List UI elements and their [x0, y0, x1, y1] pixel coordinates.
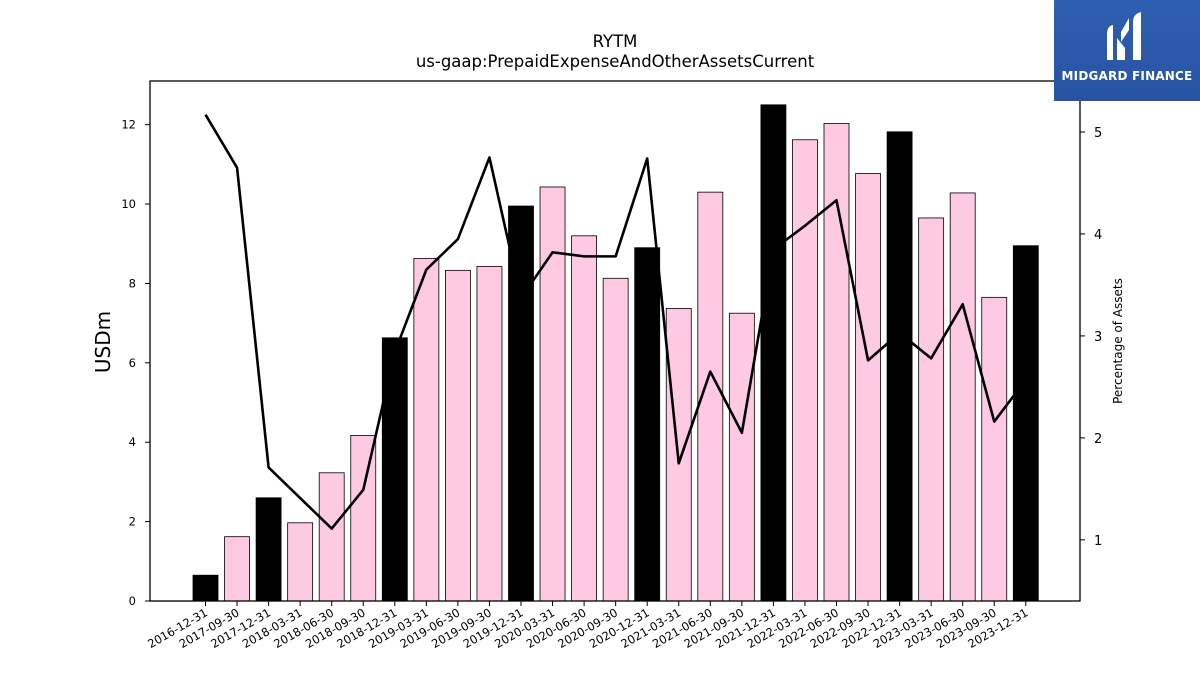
bar: [823, 123, 850, 602]
bar: [602, 277, 629, 602]
y2-tick-label: 3: [1094, 330, 1102, 345]
y2-axis-label: Percentage of Assets: [1111, 278, 1125, 404]
bar: [949, 192, 976, 602]
bar: [792, 139, 818, 602]
bar: [444, 269, 471, 602]
bar: [571, 235, 597, 602]
y2-tick-label: 2: [1094, 432, 1102, 447]
bar: [981, 296, 1008, 602]
midgard-logo-icon: [1107, 12, 1141, 60]
bar: [539, 186, 566, 602]
y-tick-label: 8: [129, 276, 136, 290]
line-layer: [204, 113, 1027, 530]
bar: [224, 536, 250, 602]
y-tick-label: 12: [121, 118, 136, 132]
bar: [508, 205, 534, 602]
bar: [886, 131, 913, 602]
y-tick-label: 10: [121, 197, 136, 211]
y2-tick-label: 1: [1094, 534, 1102, 549]
bar: [855, 173, 881, 602]
plot-frame: [149, 80, 1081, 602]
logo-text: MIDGARD FINANCE: [1061, 69, 1193, 83]
bar: [255, 497, 282, 602]
bar: [350, 435, 377, 602]
chart-title: RYTM: [592, 32, 638, 51]
y-tick-label: 2: [129, 515, 136, 529]
y-axis-label: USDm: [91, 311, 115, 373]
y-tick-label: 0: [129, 594, 136, 608]
bar: [318, 472, 345, 602]
bars-layer: [192, 104, 1039, 602]
bar: [728, 312, 755, 602]
y2-tick-label: 4: [1094, 228, 1102, 243]
logo[interactable]: MIDGARD FINANCE: [1054, 0, 1200, 101]
bar: [918, 217, 945, 602]
y-tick-label: 6: [129, 356, 136, 370]
line-series-percentage: [204, 113, 1027, 530]
bar: [476, 265, 503, 602]
bar: [634, 247, 661, 602]
bar: [287, 522, 314, 602]
y-tick-label: 4: [129, 435, 136, 449]
bar: [760, 104, 787, 602]
bar: [192, 574, 219, 602]
chart-subtitle: us-gaap:PrepaidExpenseAndOtherAssetsCurr…: [415, 52, 815, 71]
bar: [381, 337, 408, 602]
y2-tick-label: 5: [1094, 126, 1102, 141]
bar: [413, 258, 440, 602]
bar: [1012, 245, 1039, 602]
